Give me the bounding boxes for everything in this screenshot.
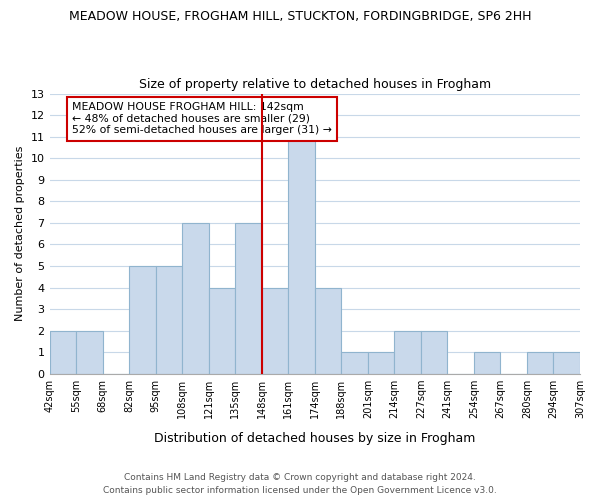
- Bar: [182, 223, 209, 374]
- Bar: [76, 330, 103, 374]
- Bar: [262, 288, 288, 374]
- Text: MEADOW HOUSE, FROGHAM HILL, STUCKTON, FORDINGBRIDGE, SP6 2HH: MEADOW HOUSE, FROGHAM HILL, STUCKTON, FO…: [69, 10, 531, 23]
- Y-axis label: Number of detached properties: Number of detached properties: [15, 146, 25, 322]
- Text: MEADOW HOUSE FROGHAM HILL: 142sqm
← 48% of detached houses are smaller (29)
52% : MEADOW HOUSE FROGHAM HILL: 142sqm ← 48% …: [72, 102, 332, 136]
- Bar: [368, 352, 394, 374]
- Bar: [50, 330, 76, 374]
- Text: Contains HM Land Registry data © Crown copyright and database right 2024.
Contai: Contains HM Land Registry data © Crown c…: [103, 474, 497, 495]
- Bar: [341, 352, 368, 374]
- Bar: [209, 288, 235, 374]
- Bar: [421, 330, 448, 374]
- Bar: [288, 136, 315, 374]
- Bar: [315, 288, 341, 374]
- Title: Size of property relative to detached houses in Frogham: Size of property relative to detached ho…: [139, 78, 491, 91]
- X-axis label: Distribution of detached houses by size in Frogham: Distribution of detached houses by size …: [154, 432, 475, 445]
- Bar: [129, 266, 155, 374]
- Bar: [394, 330, 421, 374]
- Bar: [155, 266, 182, 374]
- Bar: [527, 352, 553, 374]
- Bar: [474, 352, 500, 374]
- Bar: [235, 223, 262, 374]
- Bar: [553, 352, 580, 374]
